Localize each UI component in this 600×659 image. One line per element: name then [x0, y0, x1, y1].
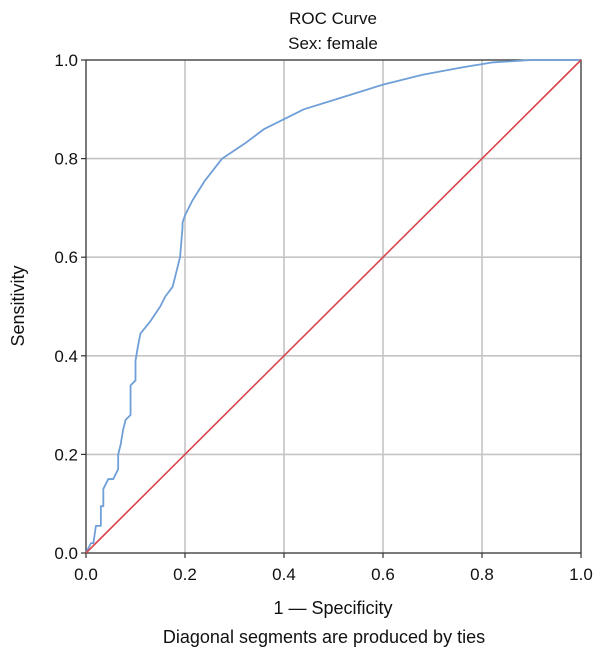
- y-tick-label: 0.8: [54, 150, 78, 169]
- plot-frame: [85, 59, 582, 554]
- y-tick-label: 0.0: [54, 544, 78, 563]
- chart-title: ROC Curve: [289, 9, 377, 28]
- x-tick-label: 0.0: [74, 565, 98, 584]
- y-axis-ticks: 0.0 0.2 0.4 0.6 0.8 1.0: [54, 51, 86, 563]
- x-axis-ticks: 0.0 0.2 0.4 0.6 0.8 1.0: [74, 553, 593, 584]
- y-tick-label: 1.0: [54, 51, 78, 70]
- y-axis-label: Sensitivity: [8, 265, 28, 346]
- chart-footnote: Diagonal segments are produced by ties: [163, 627, 485, 647]
- reference-diagonal-line: [85, 59, 582, 554]
- x-tick-label: 0.2: [173, 565, 197, 584]
- series-layer: [85, 59, 582, 554]
- y-tick-label: 0.4: [54, 347, 78, 366]
- x-axis-label: 1 — Specificity: [273, 598, 392, 618]
- x-tick-label: 0.8: [470, 565, 494, 584]
- x-tick-label: 0.4: [272, 565, 296, 584]
- x-tick-label: 1.0: [569, 565, 593, 584]
- y-tick-label: 0.2: [54, 445, 78, 464]
- chart-subtitle: Sex: female: [288, 34, 378, 53]
- y-tick-label: 0.6: [54, 248, 78, 267]
- x-tick-label: 0.6: [371, 565, 395, 584]
- grid-lines: [86, 60, 581, 553]
- roc-curve-line: [85, 59, 581, 554]
